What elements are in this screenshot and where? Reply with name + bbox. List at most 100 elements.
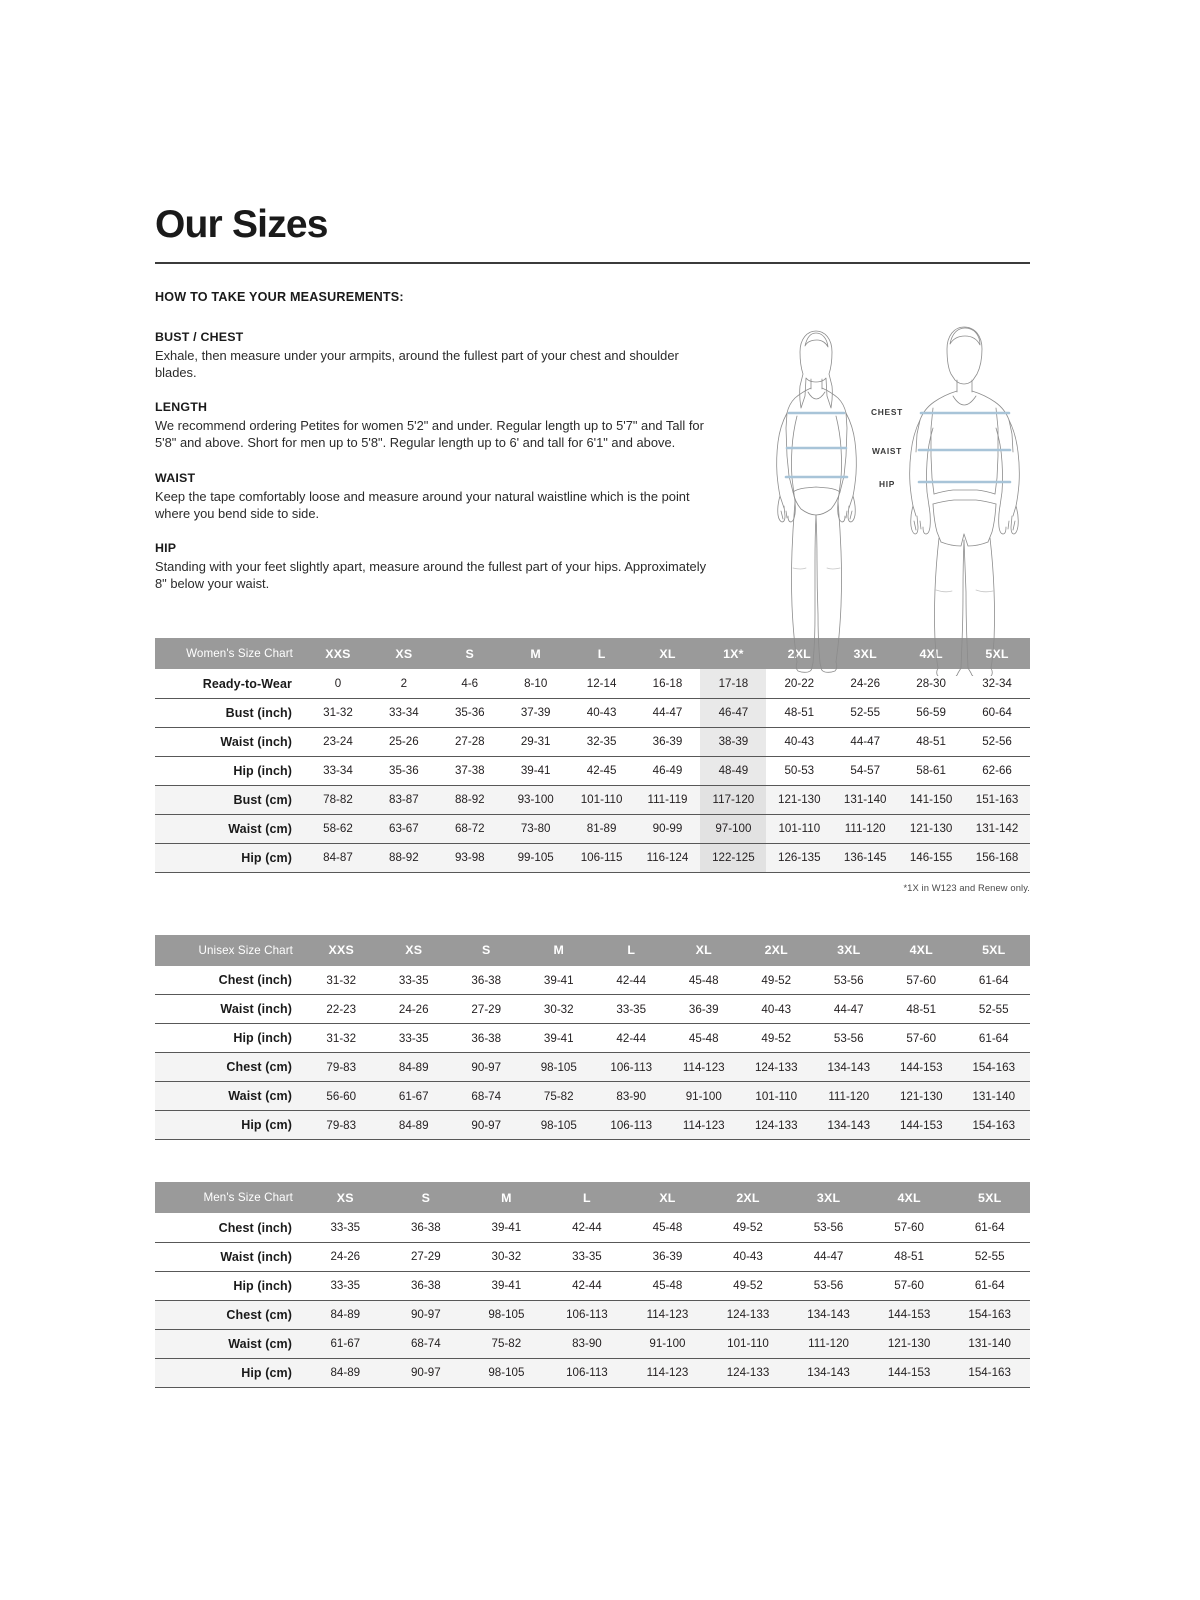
section-length: LENGTH We recommend ordering Petites for…	[155, 400, 715, 451]
column-header-2xl: 2XL	[766, 638, 833, 670]
measurement-cell: 84-89	[305, 1358, 386, 1388]
row-label: Waist (inch)	[155, 727, 305, 757]
measurement-cell: 49-52	[707, 1271, 789, 1301]
measurement-cell: 124-133	[707, 1358, 789, 1388]
measurement-cell: 88-92	[436, 785, 503, 815]
measurement-cell: 32-34	[964, 669, 1030, 699]
measurement-cell: 73-80	[502, 814, 569, 844]
measurement-cell: 84-89	[377, 1110, 450, 1141]
measurement-cell: 48-49	[700, 756, 767, 786]
measurement-cell: 33-34	[370, 698, 437, 728]
measurement-cell: 57-60	[868, 1213, 950, 1243]
measurement-cell: 114-123	[627, 1358, 708, 1388]
measurement-cell: 28-30	[898, 669, 965, 699]
measurement-cell: 134-143	[812, 1110, 885, 1141]
measurement-cell: 48-51	[885, 994, 958, 1025]
measurement-cell: 101-110	[568, 785, 635, 815]
measurement-cell: 134-143	[812, 1052, 885, 1083]
measurement-cell: 42-44	[595, 1023, 668, 1054]
measurement-cell: 144-153	[885, 1110, 958, 1141]
measurement-cell: 90-99	[634, 814, 701, 844]
measurement-cell: 0	[305, 669, 371, 699]
measurement-cell: 111-119	[634, 785, 701, 815]
measurement-cell: 40-43	[707, 1242, 789, 1272]
measurement-cell: 52-55	[832, 698, 899, 728]
measurement-cell: 24-26	[832, 669, 899, 699]
table-row: Waist (inch) 23-24 25-26 27-28 29-31 32-35 36-…	[155, 727, 1030, 757]
row-label: Waist (inch)	[155, 994, 305, 1025]
column-header-2xl: 2XL	[707, 1182, 789, 1214]
measurement-cell: 53-56	[788, 1271, 869, 1301]
measurement-cell: 52-55	[949, 1242, 1030, 1272]
female-measure-lines	[784, 411, 849, 479]
table-row: Chest (cm) 79-83 84-89 90-97 98-105 106-113 11…	[155, 1052, 1030, 1083]
how-to-heading: HOW TO TAKE YOUR MEASUREMENTS:	[155, 290, 404, 304]
measurement-cell: 154-163	[949, 1358, 1030, 1388]
measurement-cell: 93-100	[502, 785, 569, 815]
measurement-cell: 124-133	[740, 1052, 813, 1083]
row-label: Bust (inch)	[155, 698, 305, 728]
measurement-cell: 39-41	[502, 756, 569, 786]
measurement-cell: 39-41	[522, 965, 595, 996]
measurement-cell: 84-89	[305, 1300, 386, 1330]
row-label: Hip (cm)	[155, 1358, 305, 1388]
measurement-cell: 58-62	[305, 814, 371, 844]
section-body: Standing with your feet slightly apart, …	[155, 558, 707, 592]
row-label: Chest (cm)	[155, 1052, 305, 1083]
measurement-cell: 39-41	[466, 1271, 547, 1301]
measurement-cell: 27-28	[436, 727, 503, 757]
measurement-cell: 88-92	[370, 843, 437, 873]
measurement-cell: 33-35	[305, 1271, 386, 1301]
table-row: Ready-to-Wear 0 2 4-6 8-10 12-14 16-18 17-18 20-…	[155, 669, 1030, 699]
table-header-row: Men's Size Chart XS S M L XL 2XL 3XL 4XL 5XL	[155, 1182, 1030, 1214]
measurement-cell: 37-38	[436, 756, 503, 786]
measurement-cell: 154-163	[949, 1300, 1030, 1330]
measurement-cell: 84-87	[305, 843, 371, 873]
measurement-cell: 75-82	[522, 1081, 595, 1112]
measurement-cell: 53-56	[788, 1213, 869, 1243]
measurement-cell: 42-45	[568, 756, 635, 786]
measurement-cell: 111-120	[788, 1329, 869, 1359]
column-header-3xl: 3XL	[832, 638, 899, 670]
table-row: Chest (cm) 84-89 90-97 98-105 106-113 114-123…	[155, 1300, 1030, 1330]
measurement-cell: 36-39	[667, 994, 740, 1025]
measurement-cell: 12-14	[568, 669, 635, 699]
measurement-cell: 81-89	[568, 814, 635, 844]
measurement-cell: 31-32	[305, 698, 371, 728]
table-body: Chest (inch) 31-32 33-35 36-38 39-41 42-44 45-…	[155, 965, 1030, 1141]
measurement-cell: 126-135	[766, 843, 833, 873]
column-header-xl: XL	[627, 1182, 708, 1214]
measurement-cell: 78-82	[305, 785, 371, 815]
instructions-text-column: HOW TO TAKE YOUR MEASUREMENTS: BUST / CH…	[155, 290, 715, 592]
measurement-cell: 44-47	[812, 994, 885, 1025]
measurement-cell: 17-18	[700, 669, 767, 699]
measurement-cell: 39-41	[522, 1023, 595, 1054]
measurement-cell: 144-153	[868, 1358, 950, 1388]
measurement-cell: 46-47	[700, 698, 767, 728]
measurement-cell: 106-115	[568, 843, 635, 873]
measurement-cell: 56-60	[305, 1081, 378, 1112]
row-label: Hip (cm)	[155, 1110, 305, 1141]
row-label: Waist (cm)	[155, 1329, 305, 1359]
figures-illustration	[776, 326, 1020, 676]
table-row: Hip (inch) 33-35 36-38 39-41 42-44 45-48 49-52…	[155, 1271, 1030, 1301]
womens-chart-footnote: *1X in W123 and Renew only.	[903, 881, 1030, 893]
row-label: Waist (cm)	[155, 1081, 305, 1112]
measurement-cell: 98-105	[522, 1052, 595, 1083]
table-row: Waist (cm) 58-62 63-67 68-72 73-80 81-89 90-99…	[155, 814, 1030, 844]
measurement-cell: 98-105	[522, 1110, 595, 1141]
measurement-cell: 48-51	[766, 698, 833, 728]
womens-size-chart-table: Women's Size Chart XXS XS S M L XL 1X* 2XL 3XL 4X…	[155, 638, 1030, 873]
section-heading: LENGTH	[155, 400, 208, 415]
table-row: Hip (cm) 84-89 90-97 98-105 106-113 114-123 12…	[155, 1358, 1030, 1388]
measurement-cell: 121-130	[766, 785, 833, 815]
measurement-cell: 111-120	[832, 814, 899, 844]
measurement-cell: 52-55	[957, 994, 1030, 1025]
measurement-cell: 79-83	[305, 1110, 378, 1141]
measurement-cell: 151-163	[964, 785, 1030, 815]
measurement-cell: 61-64	[957, 1023, 1030, 1054]
measurement-cell: 98-105	[466, 1358, 547, 1388]
table-row: Bust (cm) 78-82 83-87 88-92 93-100 101-110 111…	[155, 785, 1030, 815]
measurement-cell: 79-83	[305, 1052, 378, 1083]
measurement-cell: 83-90	[546, 1329, 628, 1359]
